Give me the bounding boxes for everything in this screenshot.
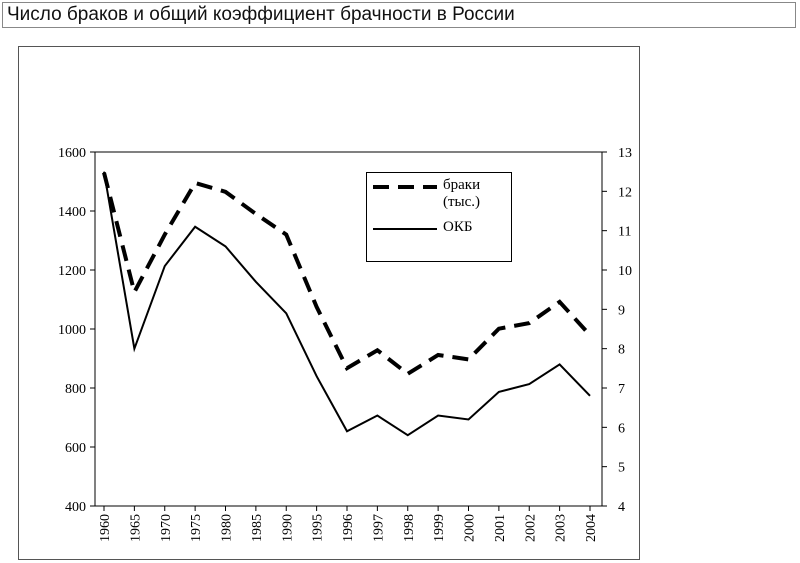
x-tick-label: 1999	[432, 514, 447, 542]
legend-label: ОКБ	[443, 219, 473, 235]
x-tick-label: 1990	[280, 514, 295, 542]
x-tick-label: 1995	[311, 514, 326, 542]
x-tick-label: 2001	[493, 514, 508, 542]
y-tick-label: 1400	[58, 205, 86, 220]
legend-swatch	[373, 185, 437, 189]
y-tick-label: 400	[65, 500, 86, 515]
y-tick-label: 1600	[58, 146, 86, 161]
chart-frame	[18, 46, 640, 560]
y2-tick-label: 11	[618, 225, 631, 240]
x-tick-label: 1997	[371, 514, 386, 542]
y2-tick-label: 6	[618, 421, 625, 436]
x-tick-label: 1985	[250, 514, 265, 542]
legend-item: ОКБ	[367, 219, 505, 239]
legend-label: браки (тыс.)	[443, 177, 481, 210]
y2-tick-label: 8	[618, 343, 625, 358]
y2-tick-label: 10	[618, 264, 632, 279]
x-tick-label: 1998	[402, 514, 417, 542]
x-tick-label: 1970	[159, 514, 174, 542]
y2-tick-label: 12	[618, 185, 632, 200]
x-tick-label: 2004	[584, 514, 599, 542]
y2-tick-label: 7	[618, 382, 625, 397]
y2-tick-label: 5	[618, 461, 625, 476]
y-tick-label: 600	[65, 441, 86, 456]
x-tick-label: 1996	[341, 514, 356, 542]
legend: браки (тыс.) ОКБ	[366, 172, 512, 262]
y2-tick-label: 13	[618, 146, 632, 161]
y-tick-label: 1000	[58, 323, 86, 338]
y2-tick-label: 4	[618, 500, 625, 515]
legend-item: браки (тыс.)	[367, 177, 505, 211]
title-bar: Число браков и общий коэффициент брачнос…	[2, 2, 796, 28]
y-tick-label: 1200	[58, 264, 86, 279]
x-tick-label: 1980	[220, 514, 235, 542]
y2-tick-label: 9	[618, 303, 625, 318]
x-tick-label: 2002	[523, 514, 538, 542]
x-tick-label: 1960	[98, 514, 113, 542]
y-tick-label: 800	[65, 382, 86, 397]
x-tick-label: 2000	[463, 514, 478, 542]
x-tick-label: 1975	[189, 514, 204, 542]
x-tick-label: 2003	[554, 514, 569, 542]
x-tick-label: 1965	[128, 514, 143, 542]
plot-area	[94, 151, 603, 507]
series-line	[103, 171, 591, 437]
series-line	[102, 172, 592, 377]
legend-swatch	[373, 228, 437, 230]
